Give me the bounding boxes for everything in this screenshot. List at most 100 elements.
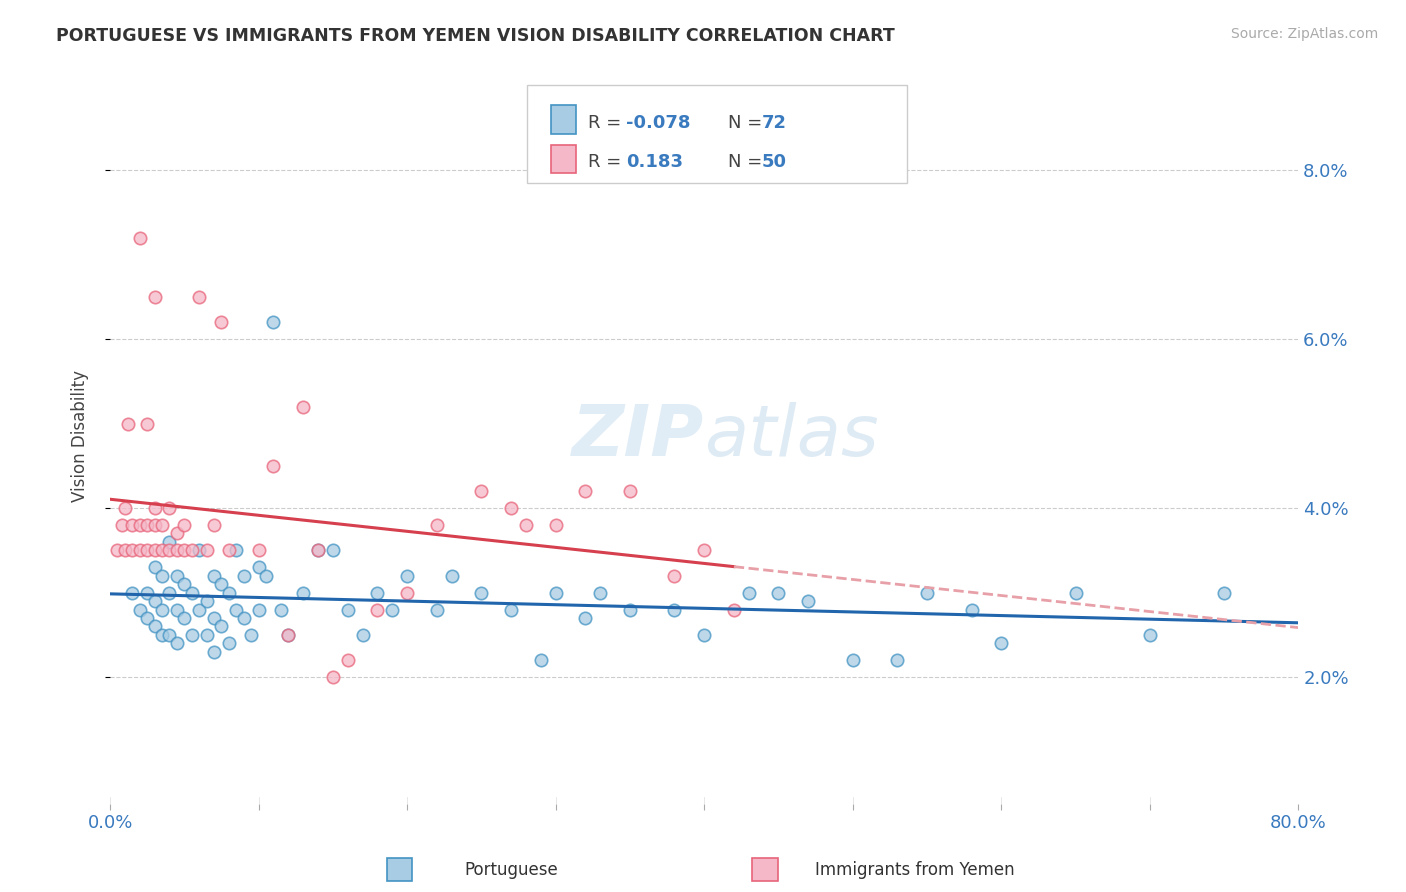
- Point: [225, 602, 247, 616]
- Point: [188, 543, 211, 558]
- Point: [117, 417, 139, 431]
- Point: [768, 585, 790, 599]
- Text: 0.183: 0.183: [626, 153, 683, 171]
- Point: [150, 602, 173, 616]
- Point: [159, 543, 181, 558]
- Point: [292, 400, 315, 414]
- Point: [544, 518, 567, 533]
- Text: ZIP: ZIP: [572, 401, 704, 471]
- Point: [143, 560, 166, 574]
- Point: [159, 535, 181, 549]
- Point: [136, 518, 159, 533]
- Point: [195, 543, 218, 558]
- Point: [143, 594, 166, 608]
- Point: [470, 585, 492, 599]
- Point: [797, 594, 820, 608]
- Point: [440, 568, 463, 582]
- Point: [247, 560, 270, 574]
- Point: [218, 543, 240, 558]
- Point: [426, 602, 449, 616]
- Point: [619, 484, 641, 499]
- Point: [1213, 585, 1236, 599]
- Point: [232, 568, 254, 582]
- Text: R =: R =: [588, 114, 627, 132]
- Point: [366, 602, 388, 616]
- Point: [515, 518, 537, 533]
- Point: [292, 585, 315, 599]
- Point: [990, 636, 1012, 650]
- Point: [322, 670, 344, 684]
- Text: 72: 72: [762, 114, 787, 132]
- Point: [352, 628, 374, 642]
- Point: [501, 501, 523, 516]
- Text: 50: 50: [762, 153, 787, 171]
- Point: [159, 585, 181, 599]
- Point: [240, 628, 263, 642]
- Point: [136, 585, 159, 599]
- Point: [247, 602, 270, 616]
- Point: [211, 577, 233, 591]
- Point: [121, 585, 143, 599]
- Point: [381, 602, 404, 616]
- Point: [173, 543, 195, 558]
- Point: [173, 577, 195, 591]
- Point: [232, 611, 254, 625]
- Point: [218, 585, 240, 599]
- Point: [693, 543, 716, 558]
- Point: [307, 543, 329, 558]
- Point: [159, 501, 181, 516]
- Text: Source: ZipAtlas.com: Source: ZipAtlas.com: [1230, 27, 1378, 41]
- Point: [202, 611, 225, 625]
- Point: [173, 518, 195, 533]
- Point: [270, 602, 292, 616]
- Point: [307, 543, 329, 558]
- Point: [396, 585, 419, 599]
- Point: [202, 568, 225, 582]
- Point: [143, 501, 166, 516]
- Point: [121, 543, 143, 558]
- Point: [501, 602, 523, 616]
- Point: [107, 543, 129, 558]
- Point: [1064, 585, 1087, 599]
- Point: [128, 230, 150, 244]
- Point: [262, 458, 284, 473]
- Point: [225, 543, 247, 558]
- Point: [1139, 628, 1161, 642]
- Point: [262, 315, 284, 329]
- Y-axis label: Vision Disability: Vision Disability: [72, 370, 89, 502]
- Point: [143, 619, 166, 633]
- Text: atlas: atlas: [704, 401, 879, 471]
- Point: [336, 653, 359, 667]
- Point: [664, 602, 686, 616]
- Text: N =: N =: [728, 114, 768, 132]
- Text: Immigrants from Yemen: Immigrants from Yemen: [815, 861, 1015, 879]
- Point: [128, 543, 150, 558]
- Point: [574, 484, 596, 499]
- Point: [159, 628, 181, 642]
- Point: [166, 636, 188, 650]
- Point: [114, 501, 136, 516]
- Text: N =: N =: [728, 153, 768, 171]
- Point: [574, 611, 596, 625]
- Point: [396, 568, 419, 582]
- Point: [166, 602, 188, 616]
- Point: [277, 628, 299, 642]
- Point: [150, 628, 173, 642]
- Point: [426, 518, 449, 533]
- Point: [619, 602, 641, 616]
- Point: [166, 568, 188, 582]
- Point: [544, 585, 567, 599]
- Text: -0.078: -0.078: [626, 114, 690, 132]
- Text: PORTUGUESE VS IMMIGRANTS FROM YEMEN VISION DISABILITY CORRELATION CHART: PORTUGUESE VS IMMIGRANTS FROM YEMEN VISI…: [56, 27, 896, 45]
- Point: [166, 526, 188, 541]
- Point: [150, 568, 173, 582]
- Text: Portuguese: Portuguese: [464, 861, 558, 879]
- Point: [136, 611, 159, 625]
- Point: [915, 585, 938, 599]
- Point: [202, 645, 225, 659]
- Point: [195, 594, 218, 608]
- Point: [247, 543, 270, 558]
- Point: [150, 543, 173, 558]
- Point: [195, 628, 218, 642]
- Point: [211, 619, 233, 633]
